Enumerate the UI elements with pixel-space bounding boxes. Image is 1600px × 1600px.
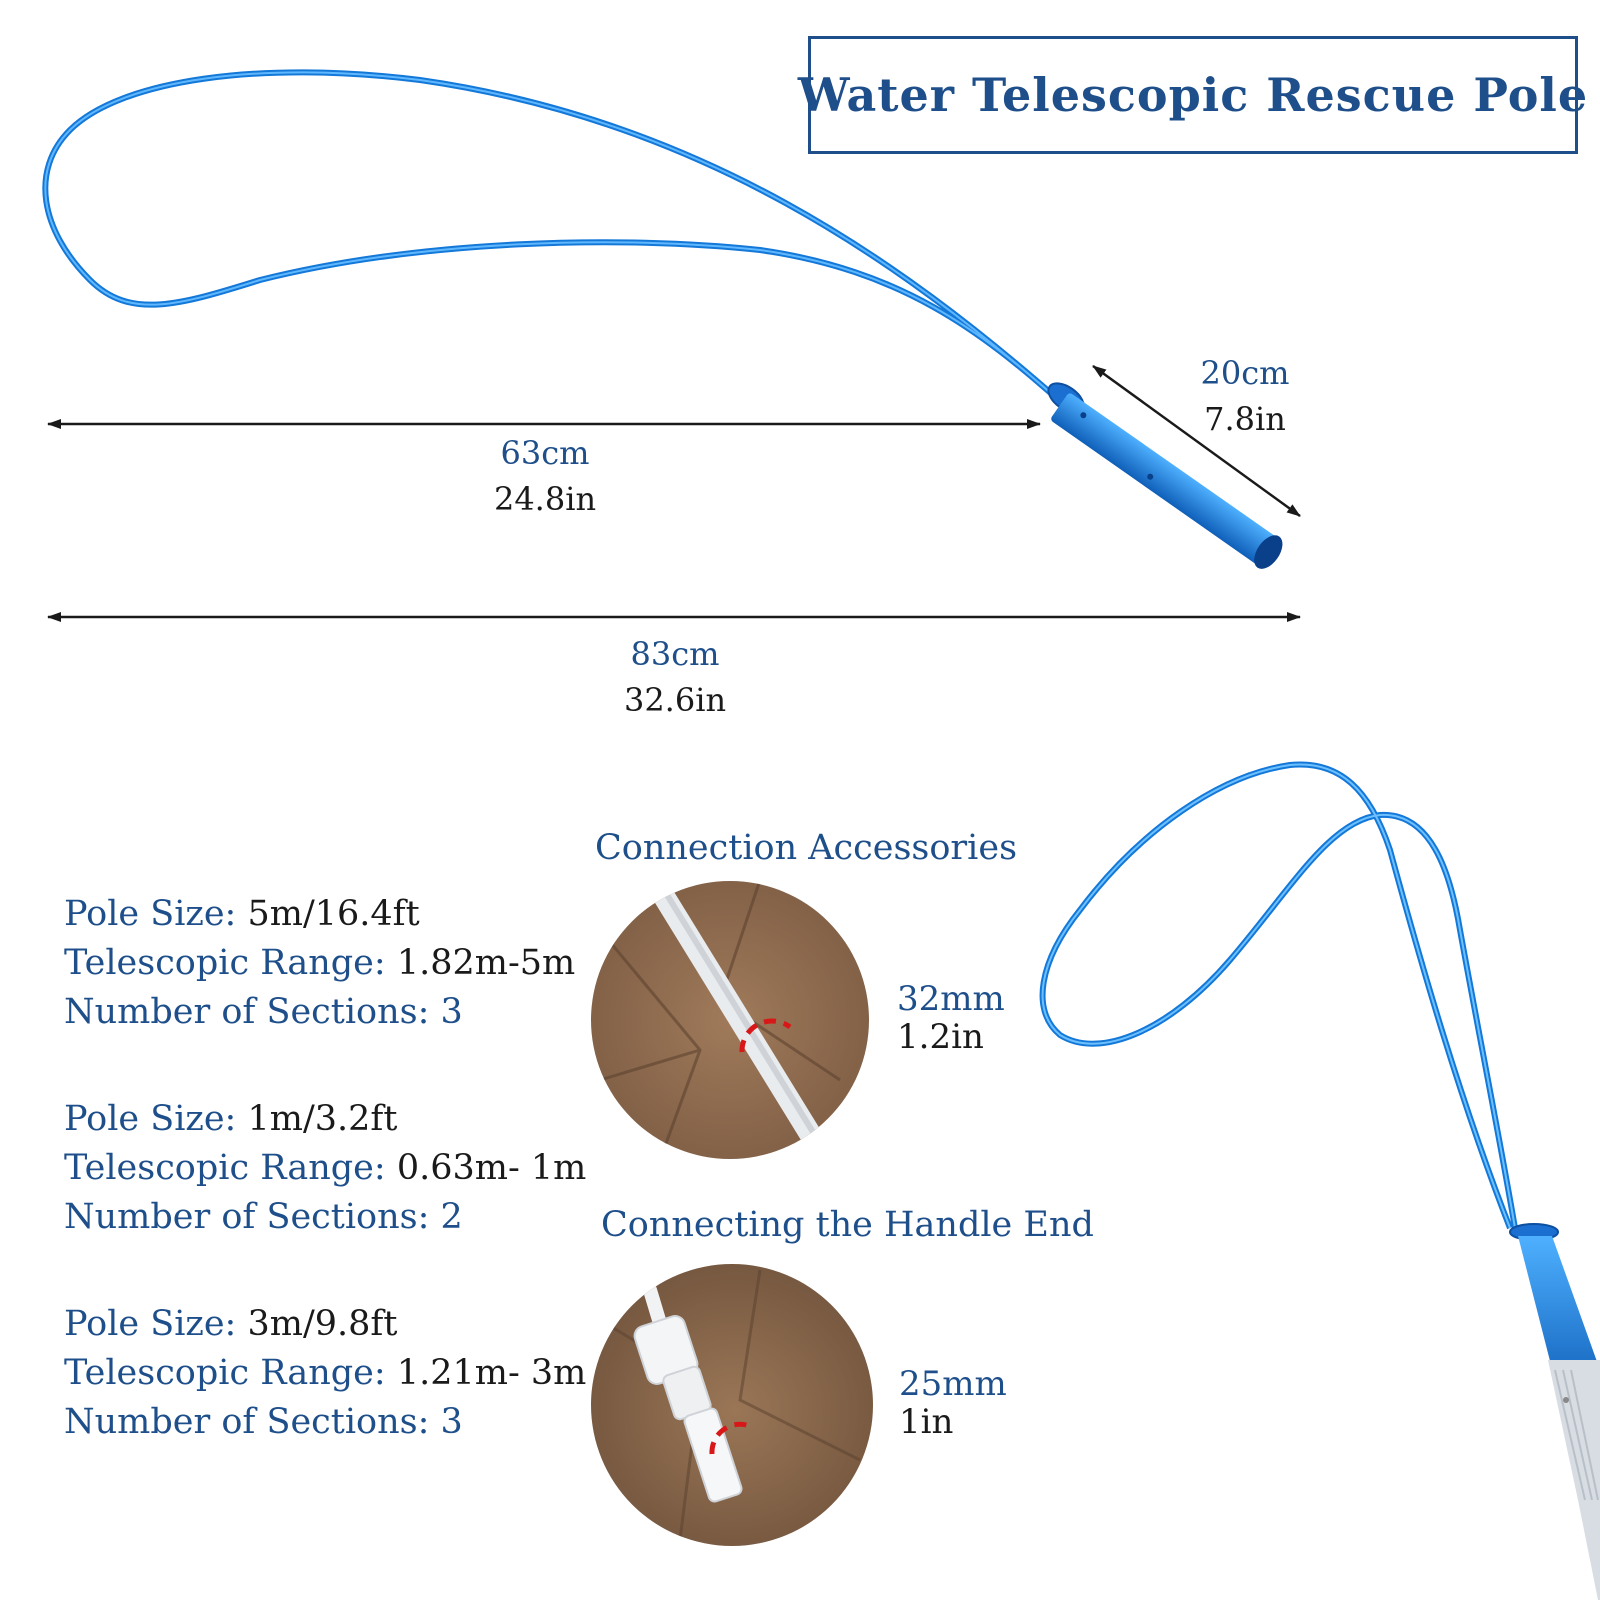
spec-value: 3: [440, 1402, 463, 1442]
connection-accessory-photo: [591, 881, 869, 1159]
handle-end-diameter-metric: 25mm: [899, 1364, 1007, 1404]
overall-length-imperial: 32.6in: [623, 681, 727, 719]
spec-block-1m: Pole Size: 1m/3.2ft Telescopic Range: 0.…: [64, 1095, 586, 1242]
spec-label: Number of Sections:: [64, 1197, 430, 1237]
handle-end-heading: Connecting the Handle End: [601, 1205, 1094, 1245]
spec-label: Pole Size:: [64, 1099, 237, 1139]
spec-value: 3: [440, 992, 463, 1032]
title-box: Water Telescopic Rescue Pole: [798, 36, 1587, 154]
overall-length-metric: 83cm: [630, 635, 720, 673]
marker-arc-1: [739, 1018, 792, 1053]
spec-value: 1.82m-5m: [396, 943, 576, 983]
spec-value: 2: [440, 1197, 463, 1237]
spec-value: 1m/3.2ft: [247, 1099, 398, 1139]
handle-length-imperial: 7.8in: [1204, 400, 1286, 438]
spec-label: Number of Sections:: [64, 1402, 430, 1442]
spec-value: 0.63m- 1m: [396, 1148, 587, 1188]
accessory-diameter-imperial: 1.2in: [897, 1017, 984, 1057]
marker-arc-2: [709, 1421, 754, 1455]
spec-label: Telescopic Range:: [64, 1148, 386, 1188]
rescue-pole-photo-right: [1039, 761, 1600, 1600]
accessory-diameter-metric: 32mm: [897, 979, 1005, 1019]
page-title: Water Telescopic Rescue Pole: [797, 68, 1589, 122]
handle-end-size: 25mm 1in: [899, 1365, 1007, 1441]
spec-value: 3m/9.8ft: [247, 1304, 398, 1344]
dimension-label-handle: 20cm 7.8in: [1160, 350, 1330, 442]
spec-label: Number of Sections:: [64, 992, 430, 1032]
dimension-line-20cm: [1092, 364, 1301, 518]
spec-label: Telescopic Range:: [64, 943, 386, 983]
connection-accessory-size: 32mm 1.2in: [897, 980, 1005, 1056]
loop-length-imperial: 24.8in: [493, 480, 597, 518]
handle-length-metric: 20cm: [1200, 354, 1290, 392]
spec-label: Pole Size:: [64, 894, 237, 934]
spec-block-5m: Pole Size: 5m/16.4ft Telescopic Range: 1…: [64, 890, 575, 1037]
spec-block-3m: Pole Size: 3m/9.8ft Telescopic Range: 1.…: [64, 1300, 586, 1447]
dimension-label-loop: 63cm 24.8in: [455, 430, 635, 522]
connection-accessories-heading: Connection Accessories: [595, 828, 1018, 868]
spec-label: Pole Size:: [64, 1304, 237, 1344]
dimension-label-overall: 83cm 32.6in: [585, 631, 765, 723]
handle-end-diameter-imperial: 1in: [899, 1402, 954, 1442]
spec-value: 5m/16.4ft: [247, 894, 420, 934]
handle-end-photo: [591, 1264, 873, 1546]
loop-length-metric: 63cm: [500, 434, 590, 472]
spec-label: Telescopic Range:: [64, 1353, 386, 1393]
spec-value: 1.21m- 3m: [396, 1353, 587, 1393]
